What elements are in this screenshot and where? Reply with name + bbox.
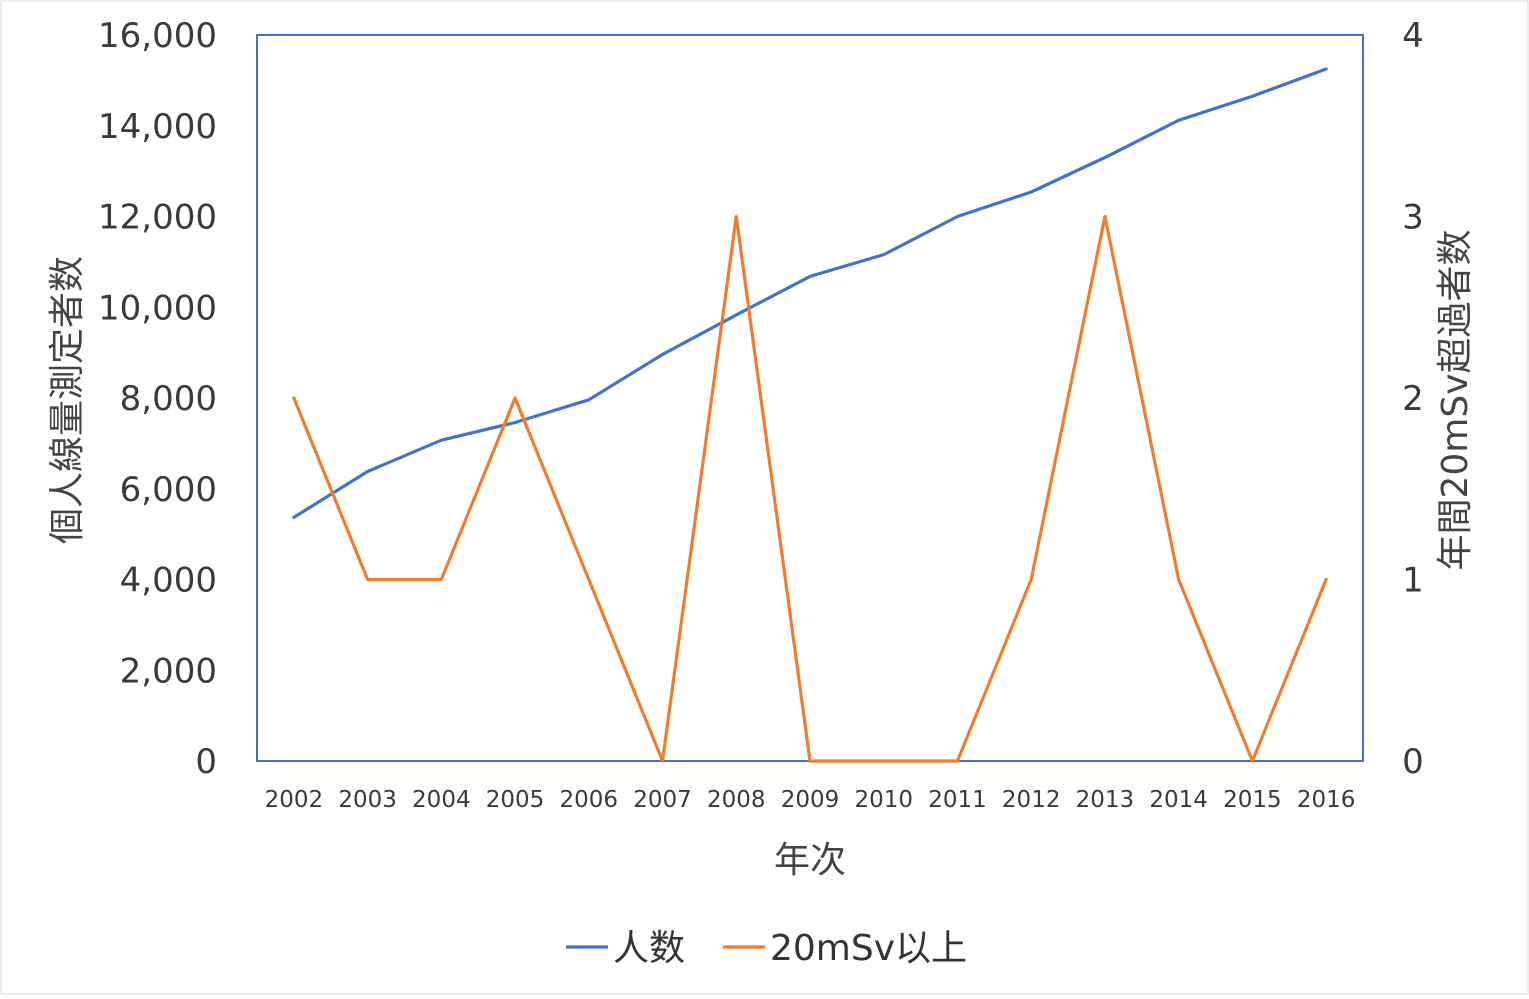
legend-label: 20mSv以上 [770, 928, 967, 969]
left-tick-label: 10,000 [98, 288, 217, 328]
right-tick-label: 3 [1402, 198, 1424, 238]
left-tick-label: 12,000 [98, 198, 217, 238]
x-axis-title: 年次 [774, 840, 846, 881]
x-tick-label: 2009 [781, 787, 840, 813]
x-tick-label: 2002 [265, 787, 324, 813]
left-tick-label: 2,000 [120, 651, 217, 691]
x-tick-label: 2006 [560, 787, 619, 813]
right-tick-label: 1 [1402, 561, 1424, 601]
x-tick-label: 2013 [1076, 787, 1135, 813]
x-tick-label: 2010 [854, 787, 913, 813]
x-tick-label: 2016 [1297, 787, 1356, 813]
left-tick-label: 4,000 [120, 561, 217, 601]
x-axis-ticks: 2002 2003 2004 2005 2006 2007 2008 2009 2010 2011… [265, 787, 1356, 813]
x-tick-label: 2005 [486, 787, 545, 813]
left-tick-label: 8,000 [120, 379, 217, 419]
x-tick-label: 2015 [1223, 787, 1282, 813]
x-tick-label: 2007 [633, 787, 692, 813]
legend-label: 人数 [613, 928, 685, 969]
x-tick-label: 2012 [1002, 787, 1061, 813]
right-axis-title: 年間20mSv超過者数 [1435, 229, 1476, 570]
x-tick-label: 2008 [707, 787, 766, 813]
right-tick-label: 4 [1402, 16, 1424, 56]
x-tick-label: 2003 [338, 787, 397, 813]
x-tick-label: 2004 [412, 787, 471, 813]
left-axis-title: 個人線量測定者数 [47, 256, 88, 544]
right-tick-label: 0 [1402, 742, 1424, 782]
left-tick-label: 6,000 [120, 470, 217, 510]
x-tick-label: 2011 [928, 787, 987, 813]
left-tick-label: 16,000 [98, 16, 217, 56]
left-tick-label: 0 [195, 742, 217, 782]
right-tick-label: 2 [1402, 379, 1424, 419]
left-tick-label: 14,000 [98, 107, 217, 147]
x-tick-label: 2014 [1149, 787, 1208, 813]
